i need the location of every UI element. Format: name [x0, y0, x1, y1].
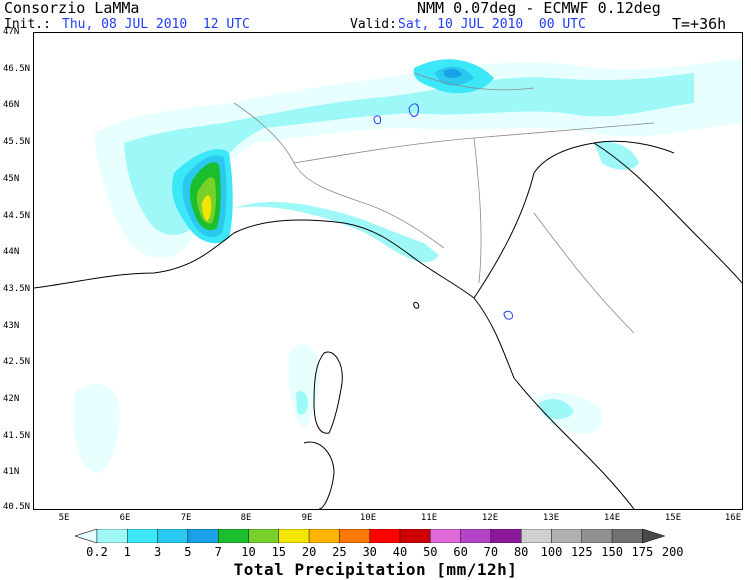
lon-tick: 10E [359, 513, 377, 523]
colorbar-cell [75, 529, 98, 543]
lat-tick: 43.5N [3, 284, 31, 294]
borders [233, 72, 655, 334]
lat-tick: 45N [3, 174, 20, 184]
colorbar-cell [127, 529, 158, 543]
forecast-step-label: T=+36h [672, 15, 727, 33]
colorbar-label: 70 [483, 545, 499, 559]
lat-tick: 42.5N [3, 357, 31, 367]
producer-label: Consorzio LaMMa [4, 0, 140, 17]
lon-tick: 15E [664, 513, 682, 523]
colorbar-label: 125 [570, 545, 593, 559]
init-value: Thu, 08 JUL 2010 12 UTC [62, 17, 250, 32]
colorbar-label: 30 [362, 545, 377, 559]
colorbar-cell [157, 529, 189, 543]
lat-tick: 46.5N [3, 64, 31, 74]
valid-value: Sat, 10 JUL 2010 00 UTC [398, 17, 586, 32]
colorbar-label: 100 [540, 545, 563, 559]
lat-tick: 46N [3, 100, 20, 110]
precipitation-map [33, 32, 743, 510]
colorbar-label: 80 [513, 545, 529, 559]
lat-tick: 41N [3, 467, 20, 477]
lat-tick: 47N [3, 27, 20, 37]
model-label: NMM 0.07deg - ECMWF 0.12deg [417, 0, 661, 17]
lakes [373, 103, 513, 320]
lat-tick: 42N [3, 394, 20, 404]
colorbar-cell [611, 529, 643, 543]
lon-tick: 16E [724, 513, 742, 523]
lon-tick: 12E [481, 513, 499, 523]
colorbar-cell [369, 529, 401, 543]
colorbar-cell [460, 529, 492, 543]
valid-label: Valid: [350, 17, 397, 32]
colorbar-cell [642, 529, 666, 543]
colorbar-label: 1 [123, 545, 131, 559]
colorbar-label: 5 [184, 545, 192, 559]
colorbar-cell [308, 529, 340, 543]
colorbar-label: 25 [332, 545, 347, 559]
colorbar-cell [581, 529, 613, 543]
lon-tick: 7E [180, 513, 192, 523]
lat-tick: 45.5N [3, 137, 31, 147]
lat-tick: 41.5N [3, 431, 31, 441]
lat-tick: 44N [3, 247, 20, 257]
colorbar-label: 50 [423, 545, 438, 559]
colorbar-cell [217, 529, 249, 543]
precip-field [74, 58, 742, 473]
colorbar-cell [339, 529, 370, 543]
lon-tick: 6E [119, 513, 131, 523]
colorbar-label: 150 [601, 545, 623, 559]
colorbar-cell [248, 529, 279, 543]
colorbar-label: 7 [214, 545, 222, 559]
colorbar-cell [278, 529, 310, 543]
colorbar-label: 0.2 [86, 545, 108, 559]
colorbar-cell [399, 529, 431, 543]
lat-tick: 44.5N [3, 211, 31, 221]
lat-tick: 40.5N [3, 502, 31, 512]
colorbar-label: 175 [631, 545, 654, 559]
lon-tick: 13E [542, 513, 560, 523]
colorbar-title: Total Precipitation [mm/12h] [233, 560, 518, 579]
colorbar-cell [187, 529, 219, 543]
lon-tick: 14E [603, 513, 621, 523]
colorbar-label: 15 [271, 545, 287, 559]
colorbar-label: 3 [153, 545, 162, 559]
colorbar-cell [96, 529, 128, 543]
colorbar-cell [430, 529, 461, 543]
colorbar-cell [551, 529, 582, 543]
colorbar-label: 200 [661, 545, 684, 559]
colorbar-label: 40 [392, 545, 408, 559]
lat-tick: 43N [3, 321, 20, 331]
lon-tick: 9E [301, 513, 313, 523]
colorbar-label: 20 [301, 545, 317, 559]
init-label: Init.: [4, 17, 51, 32]
colorbar-label: 10 [241, 545, 256, 559]
colorbar-cell [490, 529, 522, 543]
colorbar-label: 60 [453, 545, 468, 559]
lon-tick: 11E [420, 513, 438, 523]
lon-tick: 8E [240, 513, 252, 523]
precip-colorbar [75, 529, 666, 543]
coastlines [34, 140, 742, 509]
lon-tick: 5E [58, 513, 70, 523]
colorbar-cell [521, 529, 552, 543]
map-canvas [34, 58, 742, 509]
